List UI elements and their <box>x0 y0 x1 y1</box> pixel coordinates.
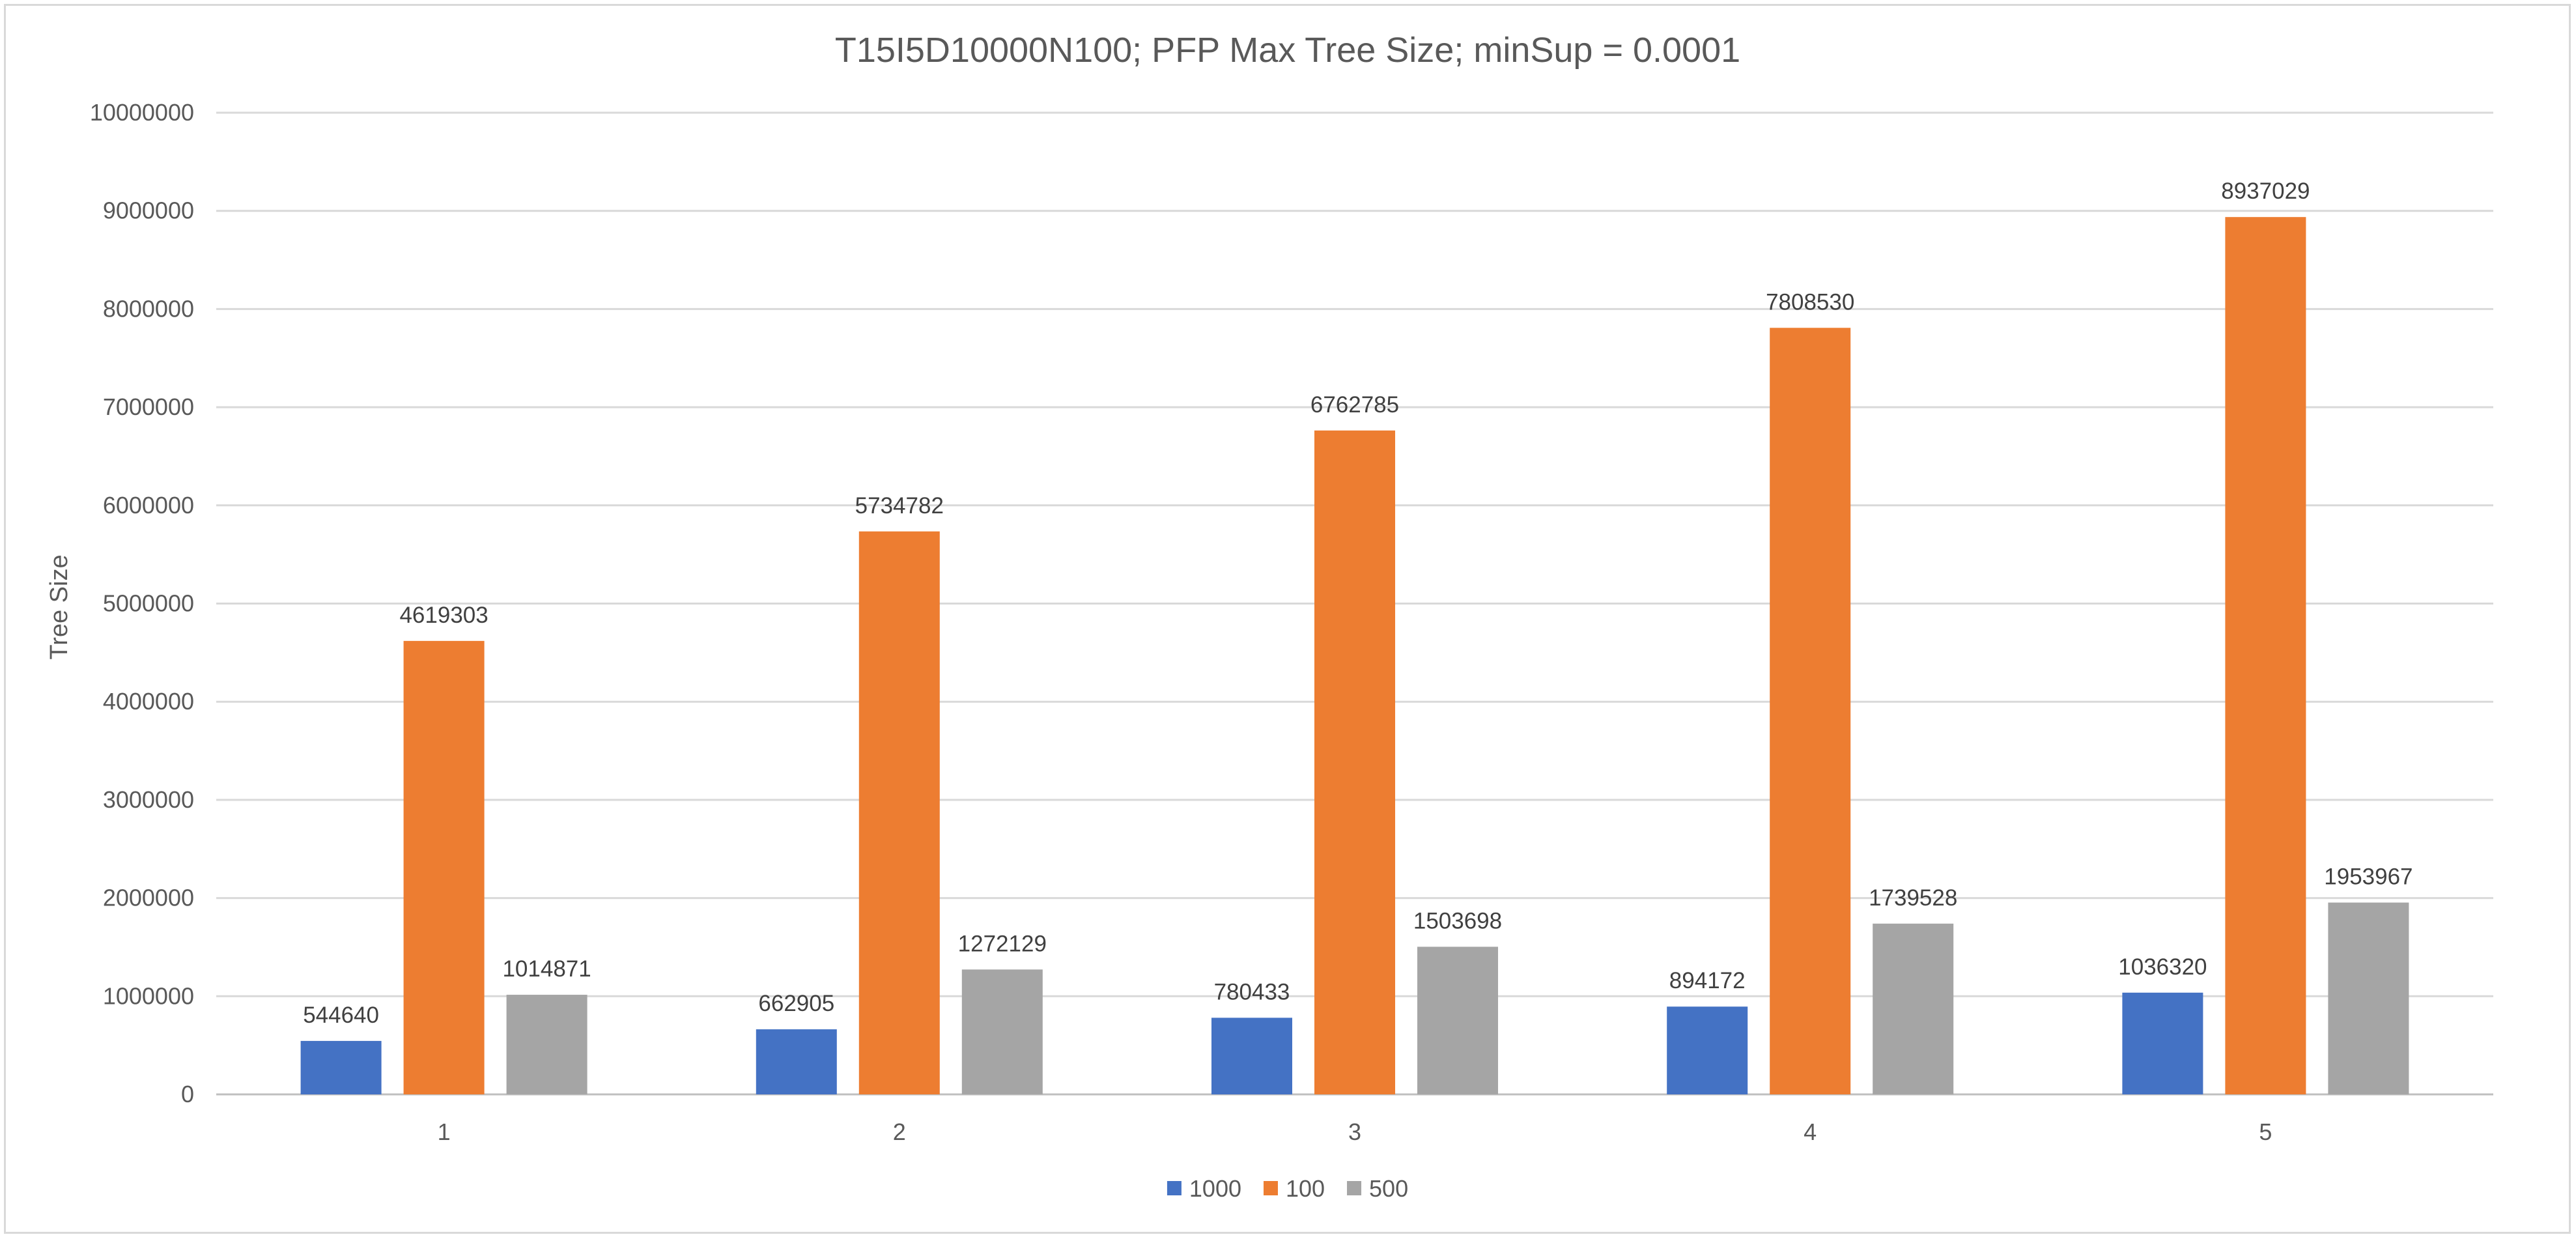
data-label: 1272129 <box>958 931 1047 956</box>
bar <box>2328 902 2409 1094</box>
bar <box>961 969 1043 1094</box>
y-tick-label: 5000000 <box>103 590 194 617</box>
bar <box>1770 328 1851 1094</box>
data-label: 5734782 <box>855 493 944 519</box>
data-label: 1503698 <box>1413 908 1502 933</box>
y-tick-label: 4000000 <box>103 688 194 715</box>
bar <box>1211 1018 1292 1094</box>
bar <box>1667 1006 1748 1094</box>
legend-swatch <box>1347 1181 1362 1195</box>
y-tick-label: 1000000 <box>103 982 194 1009</box>
bar <box>1417 947 1498 1094</box>
x-axis-ticks: 1 2 3 4 5 <box>438 1118 2272 1145</box>
data-labels: 544640 4619303 1014871 662905 5734782 1272129… <box>303 178 2413 1028</box>
x-tick-label: 2 <box>893 1118 906 1145</box>
bar <box>756 1029 837 1094</box>
y-tick-label: 3000000 <box>103 786 194 813</box>
bar <box>2122 992 2203 1094</box>
bar <box>2225 217 2306 1095</box>
x-tick-label: 4 <box>1804 1118 1817 1145</box>
data-label: 7808530 <box>1766 289 1854 315</box>
bar <box>300 1040 382 1094</box>
legend-label: 1000 <box>1189 1175 1241 1202</box>
chart-title: T15I5D10000N100; PFP Max Tree Size; minS… <box>835 31 1740 70</box>
data-label: 780433 <box>1214 979 1290 1004</box>
x-tick-label: 1 <box>438 1118 451 1145</box>
bar <box>1873 923 1954 1094</box>
bar <box>1314 430 1395 1094</box>
data-label: 8937029 <box>2221 178 2310 204</box>
data-label: 6762785 <box>1310 392 1399 418</box>
bars <box>300 217 2409 1095</box>
y-tick-label: 6000000 <box>103 492 194 519</box>
data-label: 1036320 <box>2118 954 2207 980</box>
y-tick-label: 9000000 <box>103 197 194 224</box>
data-label: 1014871 <box>502 956 591 982</box>
bar <box>403 640 485 1094</box>
x-tick-label: 5 <box>2259 1118 2272 1145</box>
y-tick-label: 7000000 <box>103 393 194 420</box>
data-label: 1739528 <box>1869 885 1957 911</box>
data-label: 544640 <box>303 1003 379 1028</box>
legend-label: 100 <box>1286 1175 1325 1202</box>
legend-swatch <box>1167 1181 1182 1195</box>
data-label: 662905 <box>758 991 834 1016</box>
data-label: 1953967 <box>2324 864 2413 890</box>
y-tick-label: 8000000 <box>103 295 194 322</box>
bar <box>506 995 587 1094</box>
bar <box>858 531 940 1094</box>
legend-label: 500 <box>1369 1175 1408 1202</box>
y-tick-label: 2000000 <box>103 885 194 911</box>
gridlines <box>216 111 2493 1096</box>
legend: 1000 100 500 <box>1167 1175 1408 1202</box>
y-tick-label: 10000000 <box>90 99 194 126</box>
data-label: 894172 <box>1669 968 1746 993</box>
x-tick-label: 3 <box>1348 1118 1361 1145</box>
y-axis-title: Tree Size <box>46 554 73 659</box>
data-label: 4619303 <box>399 603 488 628</box>
y-tick-label: 0 <box>181 1081 194 1107</box>
legend-swatch <box>1263 1181 1278 1195</box>
y-axis-ticks: 0 1000000 2000000 3000000 4000000 5000000 6000… <box>90 99 194 1107</box>
